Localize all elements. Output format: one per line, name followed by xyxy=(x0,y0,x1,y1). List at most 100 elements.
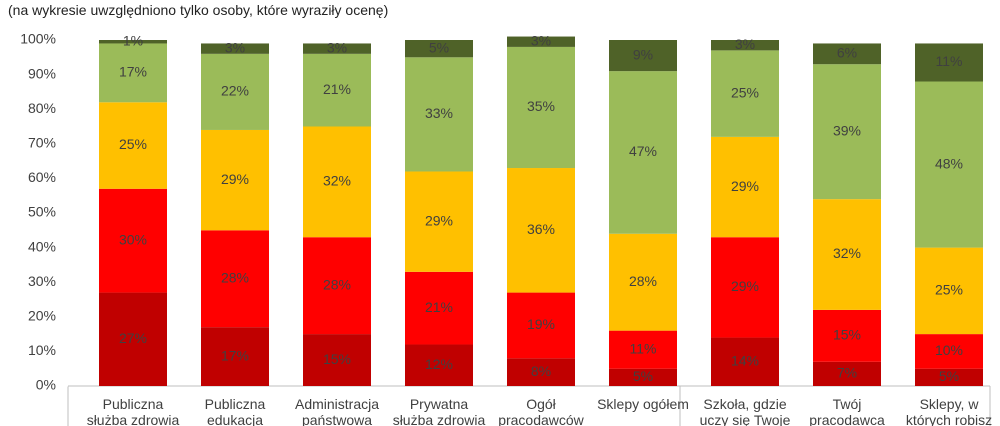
bar-segment xyxy=(609,330,677,369)
bar-segment xyxy=(813,361,881,386)
bar-segment xyxy=(405,344,473,386)
value-label: 7% xyxy=(837,365,857,381)
bar-segment xyxy=(711,40,779,51)
bar-segment xyxy=(303,53,371,127)
value-label: 32% xyxy=(833,245,861,261)
bar-segment xyxy=(405,271,473,345)
y-tick-label: 10% xyxy=(28,342,56,358)
x-tick-label: Administracja państwowa xyxy=(294,396,380,426)
value-label: 1% xyxy=(123,32,143,48)
value-label: 8% xyxy=(531,363,551,379)
bar-segment xyxy=(711,337,779,386)
bar-segment xyxy=(507,36,575,47)
bar-segment xyxy=(507,46,575,169)
bar-segment xyxy=(915,43,983,82)
bar-segment xyxy=(915,81,983,248)
x-tick-label: Twój pracodawca xyxy=(809,396,885,426)
y-tick-label: 90% xyxy=(28,65,56,81)
y-tick-label: 20% xyxy=(28,308,56,324)
bar-segment xyxy=(303,237,371,335)
bar-segment xyxy=(99,40,167,44)
value-label: 29% xyxy=(731,178,759,194)
value-label: 21% xyxy=(323,81,351,97)
bar-segment xyxy=(303,126,371,238)
value-label: 11% xyxy=(630,340,657,356)
value-label: 28% xyxy=(221,269,249,285)
value-label: 9% xyxy=(633,46,653,62)
value-label: 11% xyxy=(936,53,963,69)
y-tick-label: 60% xyxy=(28,169,56,185)
bar-segment xyxy=(99,292,167,386)
value-label: 6% xyxy=(837,45,857,61)
bar-segment xyxy=(405,57,473,172)
value-label: 19% xyxy=(527,316,555,332)
bar-segment xyxy=(201,53,269,130)
bar-segment xyxy=(711,136,779,238)
bar-segment xyxy=(609,40,677,72)
value-label: 3% xyxy=(225,39,245,55)
bar-segment xyxy=(609,233,677,331)
value-label: 15% xyxy=(833,327,861,343)
bar-segment xyxy=(915,247,983,335)
bar-segment xyxy=(507,292,575,359)
value-label: 17% xyxy=(221,347,249,363)
bar-segment xyxy=(813,309,881,362)
value-label: 36% xyxy=(527,221,555,237)
value-label: 21% xyxy=(425,299,453,315)
bar-segment xyxy=(813,199,881,310)
value-label: 30% xyxy=(119,231,147,247)
y-tick-label: 0% xyxy=(36,377,56,393)
value-label: 25% xyxy=(935,282,963,298)
value-label: 5% xyxy=(429,39,449,55)
x-tick-label: Sklepy ogółem xyxy=(597,396,689,412)
bar-segment xyxy=(405,171,473,272)
y-tick-label: 50% xyxy=(28,204,56,220)
bar-segment xyxy=(405,40,473,58)
value-label: 25% xyxy=(731,84,759,100)
bar-segment xyxy=(507,358,575,386)
value-label: 14% xyxy=(731,352,759,368)
bar-segment xyxy=(915,368,983,386)
y-tick-label: 80% xyxy=(28,100,56,116)
value-label: 3% xyxy=(327,39,347,55)
bar-segment xyxy=(915,334,983,369)
bar-segment xyxy=(711,237,779,338)
x-tick-label: Szkoła, gdzie uczy się Twoje xyxy=(699,396,791,426)
value-label: 5% xyxy=(939,368,959,384)
bar-segment xyxy=(813,43,881,65)
value-label: 29% xyxy=(221,171,249,187)
bar-segment xyxy=(711,50,779,137)
value-label: 48% xyxy=(935,155,963,171)
bar-segment xyxy=(303,43,371,54)
value-label: 27% xyxy=(119,330,147,346)
value-label: 25% xyxy=(119,136,147,152)
bar-segment xyxy=(609,71,677,234)
value-label: 32% xyxy=(323,173,351,189)
value-label: 39% xyxy=(833,122,861,138)
value-label: 5% xyxy=(633,368,653,384)
value-label: 17% xyxy=(119,64,147,80)
value-label: 22% xyxy=(221,83,249,99)
y-tick-label: 30% xyxy=(28,273,56,289)
bar-segment xyxy=(99,188,167,293)
bar-segment xyxy=(609,368,677,386)
x-tick-label: Sklepy, w których robisz xyxy=(905,396,993,426)
bar-segment xyxy=(99,43,167,103)
bar-segment xyxy=(201,43,269,54)
bar-segment xyxy=(201,327,269,386)
value-label: 47% xyxy=(629,143,657,159)
x-tick-label: Publiczna edukacja xyxy=(204,396,266,426)
x-tick-label: Ogół pracodawców xyxy=(498,396,584,426)
bar-segment xyxy=(99,102,167,189)
y-tick-label: 40% xyxy=(28,238,56,254)
value-label: 28% xyxy=(629,273,657,289)
value-label: 29% xyxy=(425,212,453,228)
x-tick-label: Publiczna służba zdrowia xyxy=(86,396,180,426)
bar-segment xyxy=(201,129,269,231)
bar-segment xyxy=(201,230,269,328)
value-label: 12% xyxy=(425,356,453,372)
value-label: 15% xyxy=(323,351,351,367)
value-label: 10% xyxy=(935,342,963,358)
